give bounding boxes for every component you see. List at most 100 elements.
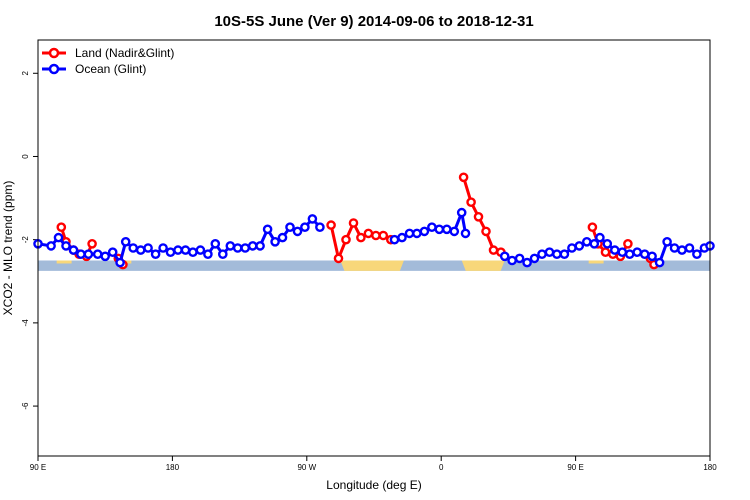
data-point <box>326 220 336 230</box>
y-tick-label: -6 <box>21 402 30 410</box>
series-layer <box>33 172 715 270</box>
land-mask-band <box>38 260 710 271</box>
data-point <box>587 222 598 232</box>
data-point <box>240 243 250 253</box>
data-point <box>589 238 600 249</box>
data-point <box>53 232 64 243</box>
data-point <box>419 226 430 237</box>
data-point <box>128 243 138 253</box>
data-point <box>466 197 476 207</box>
data-point <box>68 245 79 255</box>
data-point <box>632 247 643 257</box>
land-band-segment <box>340 260 404 271</box>
data-point <box>537 249 547 259</box>
data-point <box>46 241 56 251</box>
data-point <box>460 228 471 239</box>
data-point <box>115 257 125 268</box>
data-point <box>61 241 71 251</box>
data-point <box>341 234 351 245</box>
y-tick-label: 2 <box>21 71 30 76</box>
data-point <box>188 247 198 257</box>
data-point <box>348 218 359 228</box>
data-point <box>232 243 243 253</box>
legend-label-land: Land (Nadir&Glint) <box>75 46 174 60</box>
data-point <box>285 222 295 232</box>
data-point <box>617 247 628 257</box>
data-point <box>107 247 118 257</box>
data-point <box>255 241 265 251</box>
data-point <box>247 241 258 251</box>
data-point <box>143 243 153 253</box>
data-point <box>173 245 183 255</box>
data-point <box>647 251 657 262</box>
data-point <box>277 232 288 243</box>
series-ocean <box>33 207 715 268</box>
data-point <box>639 249 650 259</box>
data-point <box>165 247 176 257</box>
data-point <box>225 241 236 251</box>
y-tick-label: 0 <box>21 154 30 159</box>
x-tick-label: 180 <box>703 463 717 472</box>
y-tick-label: -4 <box>21 319 30 327</box>
data-point <box>210 238 221 249</box>
data-point <box>56 222 67 232</box>
data-point <box>158 243 168 253</box>
data-point <box>441 224 452 235</box>
data-point <box>623 238 633 249</box>
data-point <box>87 238 97 249</box>
data-point <box>300 222 310 232</box>
data-point <box>662 236 672 247</box>
x-tick-label: 90 W <box>297 463 316 472</box>
data-point <box>567 243 577 253</box>
data-point <box>195 245 206 255</box>
x-tick-label: 180 <box>166 463 180 472</box>
data-point <box>458 172 469 183</box>
legend: Land (Nadir&Glint) Ocean (Glint) <box>42 46 174 76</box>
data-point <box>434 224 445 235</box>
y-axis-label: XCO2 - MLO trend (ppm) <box>1 181 15 316</box>
data-point <box>559 249 570 259</box>
data-point <box>692 249 702 259</box>
x-tick-label: 0 <box>439 463 444 472</box>
data-point <box>574 241 585 251</box>
data-point <box>270 236 280 247</box>
data-point <box>404 228 415 239</box>
data-point <box>363 228 374 239</box>
legend-item-land: Land (Nadir&Glint) <box>42 46 174 60</box>
data-point <box>514 253 525 264</box>
axes: 90 E 180 90 W 0 90 E 180 2 0 -2 -4 -6 <box>21 71 717 472</box>
data-point <box>669 243 680 253</box>
data-point <box>397 232 407 243</box>
data-point <box>600 247 611 257</box>
land-band-segment <box>588 260 604 264</box>
data-point <box>150 249 161 259</box>
data-point <box>522 257 532 268</box>
data-point <box>203 249 213 259</box>
data-point <box>378 230 389 241</box>
data-point <box>315 222 325 232</box>
data-point <box>180 245 191 255</box>
data-point <box>292 226 303 237</box>
legend-item-ocean: Ocean (Glint) <box>42 62 146 76</box>
data-point <box>456 207 467 218</box>
data-point <box>677 245 687 255</box>
land-band-segment <box>56 260 72 264</box>
data-point <box>371 230 381 241</box>
legend-label-ocean: Ocean (Glint) <box>75 62 146 76</box>
data-point <box>499 251 510 262</box>
legend-swatch-land-marker <box>48 47 60 59</box>
data-point <box>610 245 620 255</box>
data-point <box>481 226 491 237</box>
x-axis-label: Longitude (deg E) <box>326 478 421 492</box>
data-point <box>684 243 695 253</box>
data-point <box>333 253 344 264</box>
data-point <box>602 238 613 249</box>
data-point <box>595 232 605 243</box>
data-point <box>582 236 592 247</box>
x-tick-label: 90 E <box>30 463 46 472</box>
data-point <box>100 251 110 262</box>
data-point <box>356 232 366 243</box>
data-point <box>412 228 422 239</box>
data-point <box>83 249 94 259</box>
